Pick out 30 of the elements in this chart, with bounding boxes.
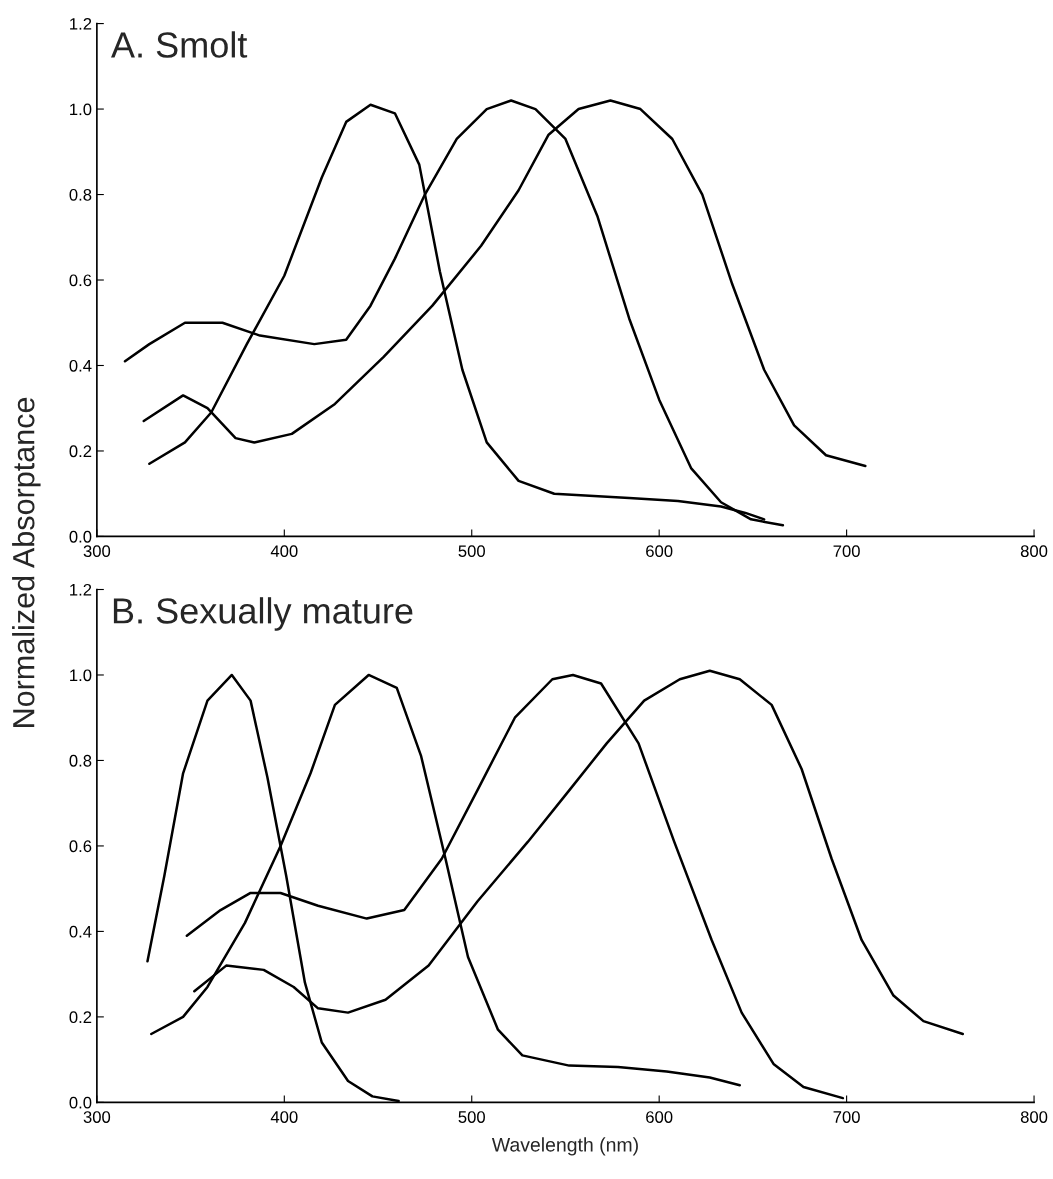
y-tick-label: 0.4 [69,359,92,372]
y-axis-title: Normalized Absorptance [12,397,41,727]
y-tick-label: 1.0 [70,103,92,116]
x-tick-label: 400 [270,545,298,558]
y-tick-label: 1.0 [70,669,92,682]
y-tick-label: 0.8 [69,754,92,767]
y-tick-label: 0.8 [69,188,92,201]
chart-title: B. Sexually mature [113,597,413,631]
x-tick-label: 500 [458,1111,485,1123]
x-tick-label: 800 [1020,545,1048,558]
y-tick-label: 1.2 [70,583,92,596]
x-tick-label: 600 [646,545,673,558]
y-tick-label: 0.0 [69,530,92,543]
y-tick-label: 0.6 [69,274,92,287]
y-tick-label: 0.2 [69,445,92,458]
x-tick-label: 800 [1020,1111,1048,1123]
y-tick-label: 0.4 [69,925,92,938]
x-axis-title: Wavelength (nm) [491,1137,638,1156]
y-tick-label: 1.2 [70,17,92,30]
x-tick-label: 500 [458,545,485,558]
x-tick-label: 700 [833,545,860,558]
x-tick-label: 300 [83,545,111,558]
chart-title: A. Smolt [111,31,248,58]
y-tick-label: 0.6 [69,840,92,853]
x-tick-label: 700 [833,1111,860,1123]
x-tick-label: 600 [646,1111,673,1123]
x-tick-label: 300 [83,1111,111,1123]
x-tick-label: 400 [270,1111,298,1123]
y-tick-label: 0.0 [69,1096,92,1109]
y-tick-label: 0.2 [69,1011,92,1024]
